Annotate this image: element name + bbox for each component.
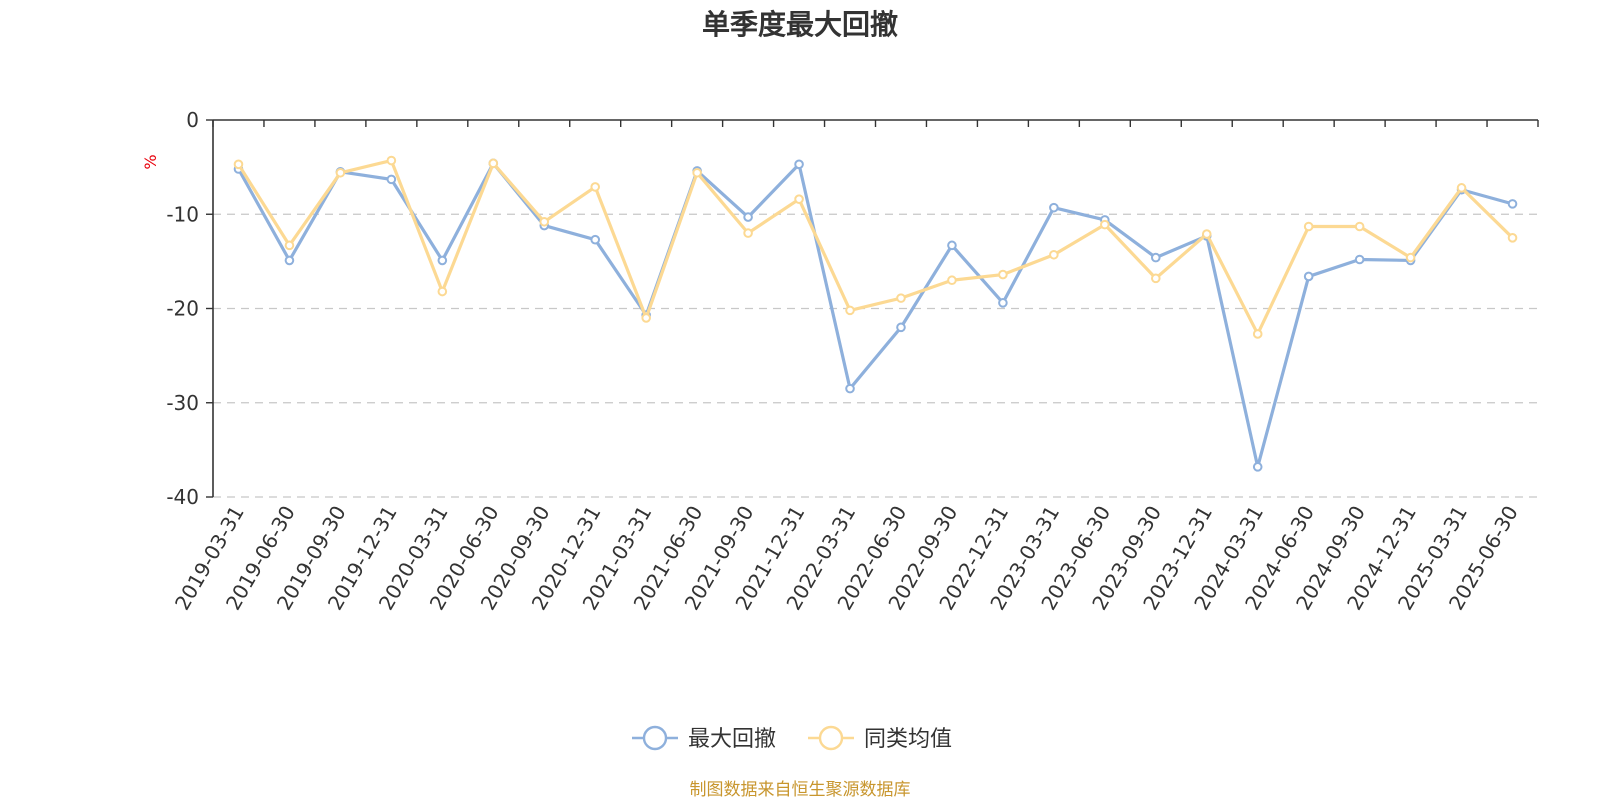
data-point[interactable] (692, 167, 702, 178)
y-tick-label: -10 (166, 202, 199, 226)
data-point[interactable] (1100, 219, 1110, 230)
y-tick-label: 0 (186, 108, 199, 132)
data-point[interactable] (1201, 229, 1212, 239)
data-point[interactable] (1507, 233, 1518, 243)
data-point[interactable] (947, 240, 957, 251)
data-point[interactable] (284, 240, 295, 251)
y-tick-label: -40 (166, 485, 199, 509)
legend-marker-icon (642, 725, 668, 751)
legend-label: 同类均值 (864, 727, 952, 752)
legend-item[interactable]: 同类均值 (808, 725, 952, 752)
data-point[interactable] (1049, 249, 1059, 260)
data-point[interactable] (1354, 221, 1365, 232)
y-axis-unit: % (141, 154, 160, 169)
data-point[interactable] (1049, 202, 1059, 213)
data-point[interactable] (1150, 273, 1161, 284)
series-line (237, 161, 1513, 469)
data-point[interactable] (233, 159, 244, 170)
data-point[interactable] (743, 212, 753, 222)
data-point[interactable] (284, 255, 295, 266)
data-point[interactable] (896, 322, 906, 333)
data-point[interactable] (386, 174, 397, 185)
data-point[interactable] (437, 255, 448, 266)
data-point[interactable] (590, 234, 601, 245)
legend-item[interactable]: 最大回撤 (632, 725, 776, 752)
data-point[interactable] (1507, 199, 1518, 209)
source-note: 制图数据来自恒生聚源数据库 (690, 780, 911, 800)
y-tick-labels: 0 -10 -20 -30 -40 (166, 108, 199, 509)
data-point[interactable] (1354, 254, 1365, 265)
axes (206, 119, 1539, 498)
y-tick-label: -30 (166, 391, 199, 415)
data-point[interactable] (641, 313, 651, 323)
data-point[interactable] (1303, 271, 1314, 282)
x-tick-labels: 2019-03-312019-06-302019-09-302019-12-31… (170, 501, 1523, 614)
data-point[interactable] (1405, 252, 1416, 263)
data-point[interactable] (794, 194, 804, 204)
data-point[interactable] (1252, 329, 1263, 339)
data-point[interactable] (998, 298, 1008, 308)
data-point[interactable] (743, 228, 753, 238)
data-point[interactable] (794, 159, 804, 170)
series-2 (233, 155, 1518, 339)
series-line (237, 158, 1514, 336)
data-point[interactable] (386, 155, 397, 166)
grid-lines (213, 213, 1538, 498)
data-point[interactable] (335, 167, 346, 178)
data-point[interactable] (437, 286, 448, 297)
data-point[interactable] (1252, 462, 1263, 472)
data-point[interactable] (590, 182, 601, 192)
chart-title: 单季度最大回撤 (702, 8, 898, 41)
legend-label: 最大回撤 (688, 727, 776, 752)
data-point[interactable] (845, 305, 855, 316)
data-point[interactable] (488, 158, 499, 169)
data-point[interactable] (1150, 252, 1161, 263)
data-point[interactable] (998, 269, 1008, 280)
data-point[interactable] (896, 293, 906, 303)
data-point[interactable] (1303, 221, 1314, 232)
data-point[interactable] (539, 216, 550, 227)
data-point[interactable] (845, 383, 855, 394)
data-point[interactable] (947, 275, 957, 286)
y-tick-label: -20 (166, 297, 199, 321)
series-1 (233, 158, 1518, 472)
data-point[interactable] (1456, 183, 1467, 193)
legend-marker-icon (818, 725, 844, 751)
series-lines (233, 155, 1518, 472)
legend[interactable]: 最大回撤 同类均值 (632, 725, 952, 752)
